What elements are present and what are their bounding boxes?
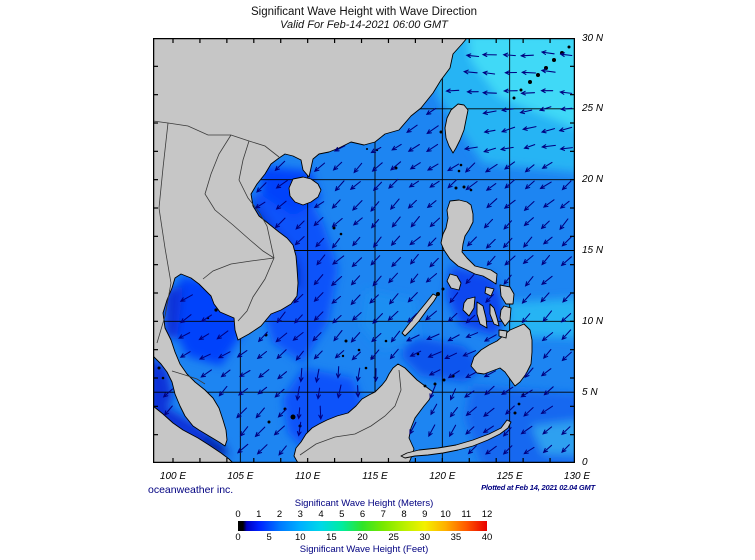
lat-label: 0 bbox=[582, 457, 588, 469]
meters-tick: 10 bbox=[440, 509, 451, 520]
meters-tick: 4 bbox=[318, 509, 324, 520]
lon-label: 100 E bbox=[159, 471, 187, 482]
feet-tick: 40 bbox=[481, 532, 493, 543]
legend-feet-title: Significant Wave Height (Feet) bbox=[299, 544, 429, 555]
lon-label: 130 E bbox=[563, 471, 591, 482]
meters-tick: 5 bbox=[339, 509, 345, 520]
valid-time-subtitle: Valid For Feb-14-2021 06:00 GMT bbox=[280, 19, 448, 31]
meters-tick: 9 bbox=[422, 509, 428, 520]
lat-label: 10 N bbox=[582, 315, 604, 327]
lon-label: 105 E bbox=[227, 471, 254, 482]
feet-tick: 35 bbox=[450, 532, 462, 543]
meters-tick: 7 bbox=[380, 509, 386, 520]
lat-label: 5 N bbox=[582, 386, 598, 398]
meters-tick: 0 bbox=[235, 509, 241, 520]
wave-height-colorbar bbox=[238, 521, 487, 531]
lat-label: 15 N bbox=[582, 244, 604, 256]
meters-tick: 2 bbox=[276, 509, 283, 520]
feet-tick: 0 bbox=[235, 532, 241, 543]
feet-tick: 5 bbox=[266, 532, 272, 543]
meters-tick: 8 bbox=[401, 509, 407, 520]
lon-label: 115 E bbox=[362, 471, 388, 482]
credit-text: oceanweather inc. bbox=[148, 484, 234, 496]
meters-tick: 11 bbox=[461, 509, 472, 520]
legend-meters-title: Significant Wave Height (Meters) bbox=[294, 498, 434, 509]
feet-tick: 15 bbox=[326, 532, 337, 543]
feet-tick: 30 bbox=[419, 532, 431, 543]
wave-map bbox=[153, 38, 575, 463]
lon-label: 110 E bbox=[294, 471, 321, 482]
lat-label: 30 N bbox=[582, 32, 604, 44]
lat-label: 25 N bbox=[582, 103, 604, 115]
meters-tick: 6 bbox=[359, 509, 366, 520]
feet-tick: 20 bbox=[357, 532, 368, 543]
lat-label: 20 N bbox=[582, 174, 604, 186]
lon-label: 120 E bbox=[429, 471, 456, 482]
feet-tick: 10 bbox=[294, 532, 306, 543]
meters-tick: 12 bbox=[481, 509, 493, 520]
feet-tick: 25 bbox=[388, 532, 399, 543]
meters-tick: 1 bbox=[256, 509, 262, 520]
plotted-timestamp: Plotted at Feb 14, 2021 02.04 GMT bbox=[481, 483, 595, 492]
meters-tick: 3 bbox=[297, 509, 303, 520]
lon-label: 125 E bbox=[496, 471, 523, 482]
page-title: Significant Wave Height with Wave Direct… bbox=[250, 6, 478, 18]
